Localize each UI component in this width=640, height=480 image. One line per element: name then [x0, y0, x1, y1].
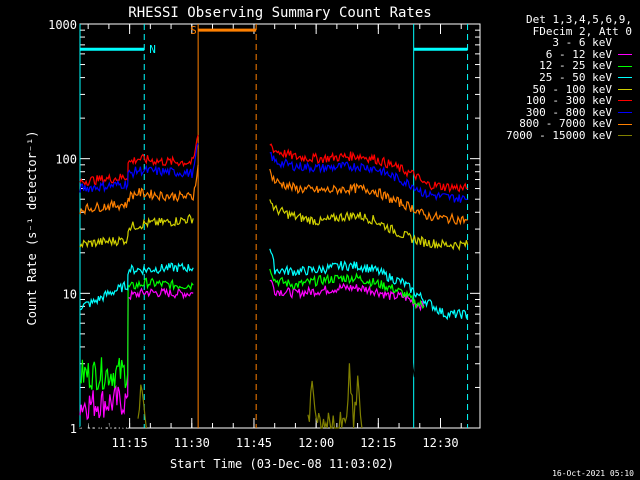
series-line: [79, 134, 199, 186]
legend-item-label: 50 - 100 keV: [532, 82, 612, 96]
series-line: [79, 164, 199, 216]
x-tick-label: 12:00: [298, 436, 334, 450]
legend-item: 800 - 7000 keV: [478, 118, 636, 130]
legend-swatch: [618, 88, 632, 90]
legend-item: 6 - 12 keV: [478, 49, 636, 61]
legend-item: 25 - 50 keV: [478, 72, 636, 84]
series-line: [137, 384, 147, 429]
legend-header-decimation: FDecim 2, Att 0: [532, 24, 632, 38]
legend-swatch: [618, 112, 632, 114]
legend-header-detectors: Det 1,3,4,5,6,9,: [526, 13, 632, 26]
series-line: [269, 143, 468, 194]
x-tick-label: 11:30: [174, 436, 210, 450]
legend-swatch: [618, 54, 632, 56]
legend-item-label: 100 - 300 keV: [525, 94, 612, 108]
y-tick-label: 10: [63, 287, 77, 301]
axes: 1 10 100 1000 11:15 11:30 11:45 12:00 12:15 12:30: [48, 18, 481, 450]
legend-item: 300 - 800 keV: [478, 107, 636, 119]
series-line: [79, 277, 194, 391]
legend-item-label: 6 - 12 keV: [545, 47, 612, 61]
x-tick-label: 11:15: [112, 436, 148, 450]
legend-item: 12 - 25 keV: [478, 60, 636, 72]
series-line: [269, 151, 468, 203]
legend-item: 100 - 300 keV: [478, 95, 636, 107]
series-line: [269, 168, 468, 226]
legend-item: 7000 - 15000 keV: [478, 130, 636, 142]
y-tick-label: 1: [70, 422, 77, 436]
series-line: [79, 262, 194, 311]
series-line: [269, 199, 469, 252]
x-axis-label: Start Time (03-Dec-08 11:03:02): [170, 457, 394, 471]
legend-swatch: [618, 135, 632, 137]
legend-swatch: [618, 100, 632, 102]
footer-timestamp: 16-Oct-2021 05:10: [552, 469, 634, 478]
legend-swatch: [618, 123, 632, 125]
chart-title: RHESSI Observing Summary Count Rates: [128, 5, 431, 21]
data-series: [79, 134, 469, 430]
x-tick-label: 12:15: [360, 436, 396, 450]
series-line: [269, 268, 425, 310]
series-line: [269, 279, 425, 312]
series-line: [269, 248, 469, 321]
legend-item-label: 25 - 50 keV: [539, 70, 612, 84]
legend-swatch: [618, 77, 632, 79]
legend-item-label: 12 - 25 keV: [539, 59, 612, 73]
series-line: [79, 143, 199, 194]
series-line: [79, 287, 194, 421]
y-tick-label: 1000: [48, 18, 77, 32]
legend-item-label: 300 - 800 keV: [525, 105, 612, 119]
legend-item-label: 7000 - 15000 keV: [506, 128, 612, 142]
legend-swatch: [618, 65, 632, 67]
legend-item: 3 - 6 keV: [478, 37, 636, 49]
annotation-label: N: [149, 43, 156, 56]
x-tick-label: 12:30: [422, 436, 458, 450]
time-annotations: NS: [79, 24, 469, 428]
legend-rows: 3 - 6 keV 6 - 12 keV 12 - 25 keV 25 - 50 ke…: [478, 37, 636, 141]
series-line: [79, 213, 194, 249]
legend-item-label: 800 - 7000 keV: [519, 117, 612, 131]
series-line: [269, 306, 425, 390]
series-line: [79, 334, 194, 430]
legend-item-label: 3 - 6 keV: [552, 36, 612, 50]
annotation-label: S: [190, 24, 197, 37]
x-tick-label: 11:45: [236, 436, 272, 450]
legend: Det 1,3,4,5,6,9, FDecim 2, Att 0 3 - 6 k…: [478, 14, 636, 142]
series-line: [307, 363, 363, 429]
legend-item: 50 - 100 keV: [478, 82, 636, 96]
legend-swatch: [618, 42, 632, 44]
y-tick-label: 100: [55, 153, 77, 167]
y-axis-label: Count Rate (s⁻¹ detector⁻¹): [25, 130, 39, 325]
